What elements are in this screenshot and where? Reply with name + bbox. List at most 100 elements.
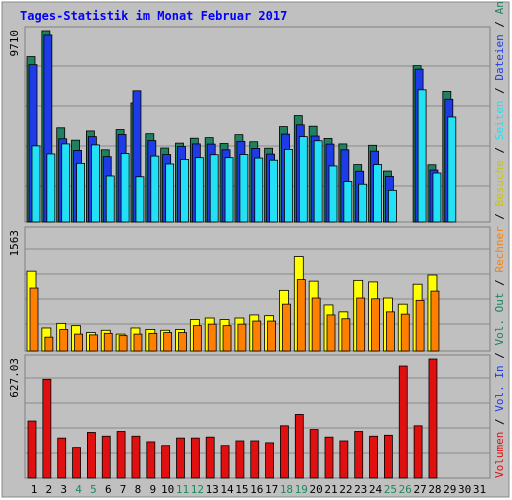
legend-separator: / (493, 346, 506, 366)
x-label-day-2: 2 (46, 483, 53, 496)
bar-volumen-day-27 (413, 425, 423, 479)
x-label-day-1: 1 (31, 483, 38, 496)
day-23-bars (353, 279, 366, 352)
bar-volumen-day-24 (369, 435, 378, 479)
x-label-day-31: 31 (473, 483, 486, 496)
x-label-day-30: 30 (458, 483, 471, 496)
bar-rechner-day-4 (74, 333, 83, 352)
bar-rechner-day-6 (103, 332, 113, 352)
legend-volumen: Volumen (493, 432, 506, 478)
day-25-bars (382, 170, 397, 223)
day-4-bars (71, 139, 85, 223)
day-6-bars (100, 149, 115, 223)
day-21-bars (323, 304, 336, 352)
bar-volumen-day-4 (72, 447, 81, 479)
day-28-bars (427, 274, 440, 352)
legend-anfragen: Anfragen (493, 0, 506, 14)
x-label-day-11: 11 (176, 483, 189, 496)
bar-seiten-day-28 (432, 172, 442, 223)
panel-middle-ymax-label: 1563 (8, 230, 21, 257)
panel-top: 9710 (8, 26, 491, 223)
x-label-day-7: 7 (120, 483, 127, 496)
bar-seiten-day-19 (298, 136, 308, 223)
bar-rechner-day-7 (118, 335, 128, 352)
x-label-day-8: 8 (135, 483, 142, 496)
panel-bottom: 627.03 (8, 354, 491, 479)
bar-volumen-day-9 (146, 441, 156, 479)
x-label-day-9: 9 (149, 483, 156, 496)
legend-separator: / (493, 140, 506, 160)
x-label-day-25: 25 (384, 483, 397, 496)
bar-seiten-day-29 (447, 116, 457, 223)
bar-seiten-day-9 (150, 155, 160, 223)
bar-volumen-day-5 (87, 432, 96, 479)
bar-volumen-day-10 (161, 445, 171, 479)
bar-rechner-day-26 (400, 313, 410, 352)
day-28-bars (427, 164, 442, 223)
bar-rechner-day-28 (430, 290, 440, 352)
bar-rechner-day-1 (29, 287, 39, 352)
day-8-bars (130, 90, 145, 223)
x-label-day-4: 4 (75, 483, 82, 496)
bar-rechner-day-13 (207, 323, 217, 352)
day-9-bars (145, 329, 158, 352)
bar-rechner-day-10 (163, 332, 173, 352)
day-26-bars (397, 303, 410, 352)
bar-volumen-day-22 (339, 440, 349, 479)
x-label-day-22: 22 (339, 483, 352, 496)
bar-seiten-day-20 (313, 140, 323, 223)
x-label-day-20: 20 (310, 483, 323, 496)
bar-rechner-day-16 (252, 320, 262, 352)
x-label-day-27: 27 (413, 483, 426, 496)
bar-seiten-day-17 (269, 159, 279, 223)
bar-rechner-day-3 (59, 329, 69, 352)
x-label-day-14: 14 (220, 483, 234, 496)
panel-middle: 1563 (8, 226, 491, 352)
bar-seiten-day-21 (328, 165, 338, 223)
day-16-bars (249, 141, 264, 223)
legend-vol-out: Vol. Out (493, 293, 506, 346)
day-14-bars (219, 319, 232, 352)
x-label-day-13: 13 (206, 483, 219, 496)
day-22-bars (338, 311, 351, 352)
panel-top-ymax-label: 9710 (8, 30, 21, 57)
day-6-bars (100, 329, 113, 352)
bar-rechner-day-5 (89, 334, 98, 352)
bar-rechner-day-25 (385, 311, 395, 352)
bar-seiten-day-25 (387, 189, 397, 223)
bar-volumen-day-11 (176, 437, 185, 479)
legend-dateien: Dateien (493, 34, 506, 80)
bar-seiten-day-22 (343, 181, 353, 223)
day-11-bars (175, 329, 187, 352)
legend-vol-in: Vol. In (493, 365, 506, 411)
day-19-bars (293, 115, 308, 223)
day-1-bars (26, 270, 39, 352)
day-3-bars (56, 322, 69, 352)
x-label-day-19: 19 (295, 483, 308, 496)
bar-volumen-day-15 (235, 440, 245, 479)
x-label-day-15: 15 (235, 483, 248, 496)
x-label-day-21: 21 (324, 483, 337, 496)
bar-volumen-day-12 (190, 437, 200, 479)
bar-volumen-day-3 (57, 437, 67, 479)
day-4-bars (71, 325, 83, 352)
x-label-day-28: 28 (428, 483, 441, 496)
bar-volumen-day-18 (280, 425, 289, 479)
day-17-bars (264, 147, 279, 223)
day-19-bars (293, 256, 306, 352)
day-5-bars (86, 130, 100, 223)
day-20-bars (308, 125, 323, 223)
day-10-bars (160, 329, 173, 352)
bar-volumen-day-2 (42, 378, 52, 479)
day-10-bars (160, 147, 175, 223)
bar-volumen-day-26 (398, 365, 408, 479)
bar-volumen-day-1 (27, 420, 37, 479)
bar-rechner-day-9 (148, 332, 158, 352)
day-23-bars (353, 164, 368, 223)
bar-seiten-day-11 (180, 159, 189, 223)
bar-seiten-day-8 (135, 176, 145, 223)
bar-seiten-day-2 (46, 153, 56, 223)
bar-rechner-day-17 (267, 320, 277, 352)
bar-volumen-day-20 (309, 429, 319, 479)
